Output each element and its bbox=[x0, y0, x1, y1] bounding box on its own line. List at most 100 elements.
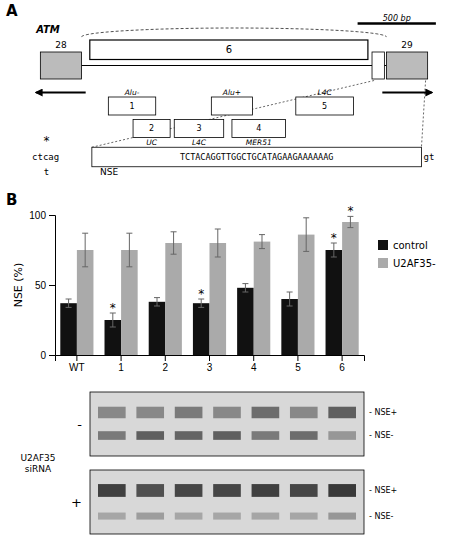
bar bbox=[342, 222, 359, 355]
annotation: L4C bbox=[318, 88, 333, 97]
aso-element bbox=[133, 120, 170, 138]
y-tick-label: 0 bbox=[40, 350, 46, 361]
panel-label: A bbox=[6, 2, 18, 20]
annotation: 28 bbox=[55, 40, 67, 50]
series bbox=[77, 216, 359, 355]
x-tick-label: WT bbox=[69, 362, 85, 373]
bar bbox=[60, 303, 77, 355]
bar bbox=[210, 243, 227, 355]
gel-band bbox=[290, 513, 318, 520]
x-tick: WT bbox=[69, 355, 85, 373]
condition-label: + bbox=[71, 495, 82, 510]
condition-label: - bbox=[77, 417, 82, 432]
panel-b: B050100WT123456NSE (%)****controlU2AF35- bbox=[6, 191, 436, 373]
aso-element bbox=[211, 97, 252, 115]
zoom-line bbox=[92, 81, 374, 148]
annotation: L4C bbox=[192, 138, 207, 147]
x-axis-line bbox=[56, 356, 365, 362]
x-tick-label: 4 bbox=[251, 362, 257, 373]
aso-element bbox=[232, 120, 286, 138]
annotation: Alu- bbox=[124, 88, 140, 97]
gel-band bbox=[252, 407, 280, 419]
gel-band bbox=[328, 484, 356, 497]
annotation: * bbox=[44, 134, 50, 148]
gel-band bbox=[328, 407, 356, 419]
bands bbox=[98, 407, 356, 520]
x-axis: WT123456 bbox=[56, 355, 365, 373]
annotation: 500 bp bbox=[383, 14, 411, 23]
annotation: UC bbox=[146, 138, 157, 147]
error-bar bbox=[82, 233, 88, 267]
annotation: NSE bbox=[100, 167, 118, 177]
gel-band bbox=[98, 484, 126, 497]
y-tick: 0 bbox=[40, 350, 55, 361]
band-label: - NSE- bbox=[369, 512, 394, 521]
annotation: MER51 bbox=[246, 138, 272, 147]
gel-band bbox=[213, 407, 241, 419]
x-tick-label: 6 bbox=[339, 362, 345, 373]
gel-band bbox=[175, 513, 203, 520]
exon-28 bbox=[40, 52, 81, 79]
sequence-box bbox=[92, 147, 422, 167]
x-tick-label: 2 bbox=[163, 362, 169, 373]
bars bbox=[60, 216, 358, 355]
x-tick-label: 1 bbox=[118, 362, 124, 373]
x-tick-label: 5 bbox=[295, 362, 301, 373]
arrow bbox=[382, 92, 431, 94]
legend-label: control bbox=[393, 240, 428, 251]
y-tick-mark bbox=[49, 215, 55, 216]
arrow bbox=[36, 92, 85, 94]
y-axis: 0 50 100 bbox=[29, 210, 55, 361]
gel-band bbox=[328, 513, 356, 520]
gel-band bbox=[175, 431, 203, 440]
annotation: Alu+ bbox=[222, 88, 241, 97]
gel-band bbox=[136, 431, 164, 440]
gel-band bbox=[136, 513, 164, 520]
y-axis-line bbox=[49, 216, 56, 356]
x-tick: 5 bbox=[295, 355, 301, 373]
significance-mark: * bbox=[198, 287, 204, 301]
annotation: 6 bbox=[226, 44, 232, 55]
bar bbox=[281, 299, 298, 355]
splice-arc bbox=[82, 28, 387, 37]
annotation: 3 bbox=[196, 124, 201, 133]
error-bar bbox=[331, 243, 337, 257]
y-tick-mark bbox=[49, 285, 55, 286]
bar bbox=[149, 302, 166, 355]
x-tick-mark bbox=[165, 355, 166, 361]
gel-band bbox=[98, 407, 126, 419]
gel-band bbox=[252, 431, 280, 440]
y-tick-label: 50 bbox=[35, 280, 47, 291]
error-bar bbox=[287, 292, 293, 306]
nse-box bbox=[372, 52, 384, 79]
intron-line bbox=[82, 65, 387, 66]
significance-mark: * bbox=[331, 231, 337, 245]
error-bar bbox=[171, 232, 177, 254]
y-tick-label: 100 bbox=[29, 210, 46, 221]
sirna-label-line: U2AF35 bbox=[20, 453, 55, 463]
error-bar bbox=[126, 233, 132, 267]
zoom-line bbox=[421, 81, 425, 148]
legend-label: U2AF35- bbox=[393, 258, 436, 269]
gel-band bbox=[213, 513, 241, 520]
annotation: 2 bbox=[149, 124, 154, 133]
annotation: gt bbox=[424, 152, 435, 162]
gel-band bbox=[252, 513, 280, 520]
annotation: ctcag bbox=[32, 152, 59, 162]
significance-mark: * bbox=[347, 204, 353, 218]
gel-band bbox=[136, 407, 164, 419]
y-tick: 100 bbox=[29, 210, 55, 221]
x-tick-mark bbox=[121, 355, 122, 361]
x-tick: 1 bbox=[118, 355, 124, 373]
x-tick-mark bbox=[253, 355, 254, 361]
annotation: 4 bbox=[256, 124, 261, 133]
aso-element bbox=[296, 97, 354, 115]
figure: A500 bpATM28296Alu-1UC2L4C3Alu+MER514L4C… bbox=[0, 0, 474, 544]
gel-band bbox=[175, 407, 203, 419]
y-tick: 50 bbox=[35, 280, 55, 291]
x-tick-mark bbox=[209, 355, 210, 361]
error-bar bbox=[154, 298, 160, 306]
gel-background bbox=[90, 470, 364, 534]
bar bbox=[298, 235, 315, 355]
x-tick: 6 bbox=[339, 355, 345, 373]
